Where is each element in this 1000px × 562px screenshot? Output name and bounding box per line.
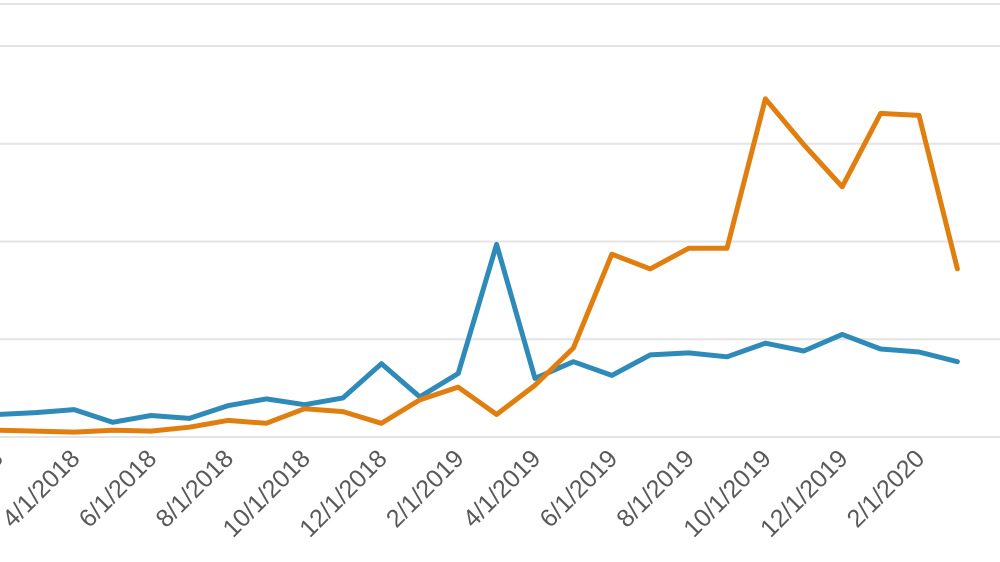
gridlines (0, 3, 1000, 438)
series-line-1 (0, 241, 960, 425)
series-lines (0, 96, 960, 435)
series-line-2 (0, 96, 960, 435)
x-tick-label: 2/1/2020 (842, 444, 931, 533)
x-tick-label: 6/1/2019 (534, 444, 623, 533)
x-tick-label: 2/1/2019 (381, 444, 470, 533)
x-axis-tick-labels: 2/1/20184/1/20186/1/20188/1/201810/1/201… (0, 444, 930, 542)
x-tick-label: 6/1/2018 (74, 444, 163, 533)
x-tick-label: 4/1/2019 (458, 444, 547, 533)
x-tick-label: 4/1/2018 (0, 444, 85, 533)
